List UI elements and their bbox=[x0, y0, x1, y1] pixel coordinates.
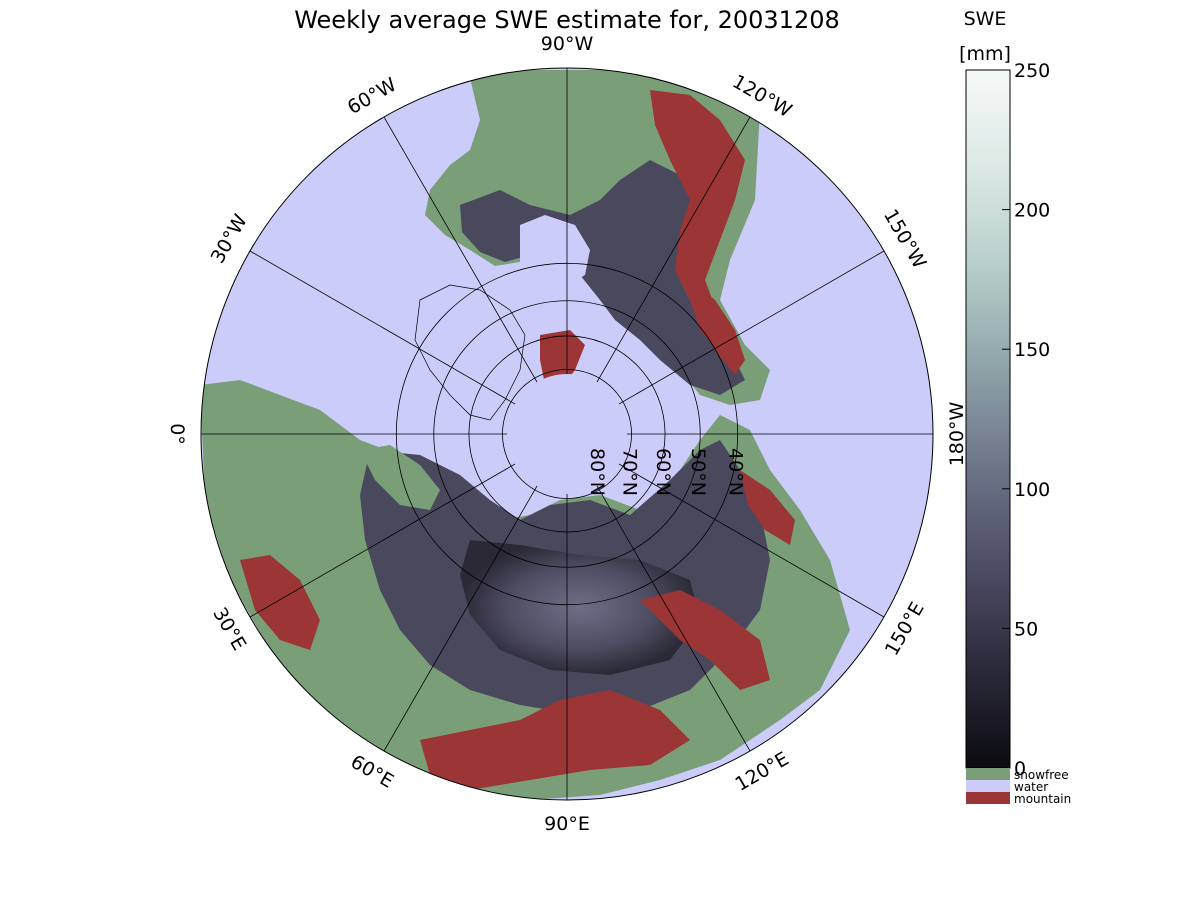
canadian-arctic-islands bbox=[540, 330, 585, 390]
latitude-label: 60°N bbox=[652, 448, 674, 496]
map-disc bbox=[201, 68, 933, 800]
colorbar-gradient bbox=[965, 69, 1011, 769]
scandinavia bbox=[360, 445, 440, 510]
latitude-label: 50°N bbox=[687, 448, 709, 496]
meridian bbox=[594, 250, 885, 419]
latitude-label: 80°N bbox=[586, 448, 608, 496]
hudson-bay bbox=[520, 215, 590, 290]
latitude-label: 70°N bbox=[619, 448, 641, 496]
longitude-label: 90°E bbox=[544, 813, 590, 835]
latitude-labels: 80°N 70°N 60°N 50°N 40°N bbox=[586, 448, 747, 496]
longitude-label: 180°W bbox=[946, 402, 968, 467]
longitude-label: 90°W bbox=[541, 33, 594, 55]
category-label-mountain: mountain bbox=[1014, 792, 1071, 806]
longitude-label: 0° bbox=[166, 423, 188, 445]
siberia-deep-snow bbox=[460, 540, 700, 675]
meridian bbox=[249, 449, 540, 618]
colorbar-tick-label: 0 bbox=[1014, 758, 1026, 780]
north-america-snow bbox=[460, 160, 745, 395]
meridian bbox=[582, 461, 751, 752]
colorbar-label-unit: [mm] bbox=[959, 43, 1011, 65]
colorbar-label-swe: SWE bbox=[964, 8, 1007, 30]
longitude-label: 30°E bbox=[208, 604, 250, 655]
map-border bbox=[200, 67, 934, 801]
colorbar-tick-label: 150 bbox=[1014, 339, 1050, 361]
category-label-water: water bbox=[1014, 780, 1048, 794]
colorbar-ticks: 0 50 100 150 200 250 bbox=[1002, 60, 1050, 780]
alaska-range bbox=[690, 280, 745, 375]
meridian bbox=[383, 116, 552, 407]
central-asia-mountains bbox=[420, 690, 690, 790]
category-swatch-mountain bbox=[966, 792, 1010, 804]
latitude-label: 40°N bbox=[725, 448, 747, 496]
siberian-ranges bbox=[640, 590, 770, 690]
colorbar-tick-label: 50 bbox=[1014, 618, 1038, 640]
rocky-mountains bbox=[650, 90, 745, 360]
meridian bbox=[383, 461, 552, 752]
category-label-snowfree: snowfree bbox=[1014, 768, 1069, 782]
colorbar-tick-label: 200 bbox=[1014, 200, 1050, 222]
longitude-label: 60°E bbox=[347, 751, 398, 793]
category-swatch-snowfree bbox=[966, 768, 1010, 780]
polar-cap bbox=[507, 374, 627, 494]
greenland bbox=[414, 284, 526, 421]
category-swatch-water bbox=[966, 780, 1010, 792]
meridian bbox=[594, 449, 885, 618]
colorbar-tick-label: 100 bbox=[1014, 479, 1050, 501]
kamchatka-ranges bbox=[740, 470, 795, 545]
colorbar-tick-label: 250 bbox=[1014, 60, 1050, 82]
map-title: Weekly average SWE estimate for, 2003120… bbox=[294, 6, 840, 34]
colorbar: SWE [mm] 0 50 100 150 200 250 snowfreewatermo… bbox=[959, 8, 1071, 806]
meridian bbox=[582, 116, 751, 407]
meridian bbox=[249, 250, 540, 419]
european-alps bbox=[240, 555, 320, 650]
